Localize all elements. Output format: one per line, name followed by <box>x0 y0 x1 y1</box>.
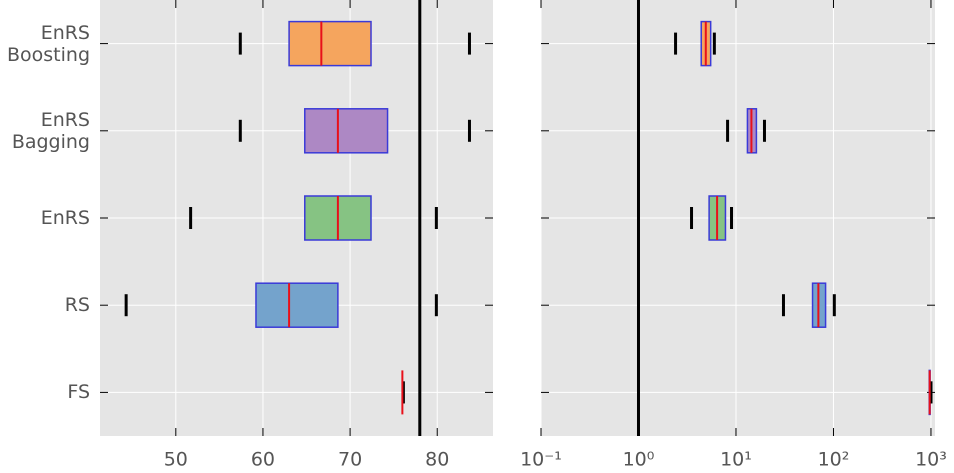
x-tick-label: 10² <box>818 449 850 471</box>
box <box>288 20 372 67</box>
x-tick-label: 60 <box>251 449 275 471</box>
y-tick-label: EnRS Bagging <box>11 108 90 153</box>
x-tick-label: 10⁻¹ <box>520 449 562 471</box>
y-tick-label: EnRS <box>40 207 90 229</box>
box <box>304 108 389 154</box>
x-tick-label: 10³ <box>915 449 947 471</box>
x-tick-label: 10⁰ <box>623 449 655 471</box>
box <box>255 282 339 328</box>
x-tick-label: 10¹ <box>720 449 752 471</box>
x-tick-label: 70 <box>338 449 362 471</box>
y-tick-label: FS <box>67 381 90 404</box>
y-tick-label: EnRS Boosting <box>6 21 90 66</box>
x-tick-label: 80 <box>425 449 449 471</box>
y-tick-label: RS <box>64 294 90 317</box>
x-tick-label: 50 <box>164 449 188 471</box>
